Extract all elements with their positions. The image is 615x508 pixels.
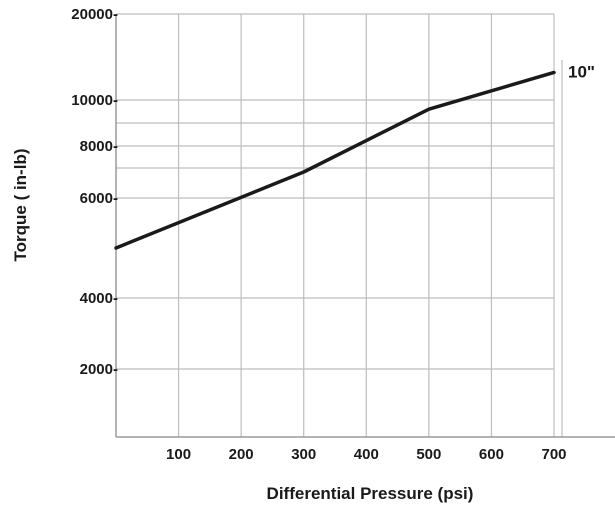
x-tick-labels: 100 200 300 400 500 600 700 bbox=[166, 446, 566, 463]
x-tick-label: 600 bbox=[479, 446, 504, 463]
x-tick-label: 200 bbox=[229, 446, 254, 463]
y-tick-label: 6000- bbox=[80, 190, 118, 207]
x-tick-label: 400 bbox=[354, 446, 379, 463]
y-axis-title: Torque ( in-lb) bbox=[11, 149, 30, 262]
y-tick-label: 10000- bbox=[71, 92, 118, 109]
x-tick-label: 300 bbox=[291, 446, 316, 463]
series-line bbox=[114, 70, 556, 250]
y-tick-label: 20000- bbox=[71, 6, 118, 23]
x-tick-label: 700 bbox=[541, 446, 566, 463]
y-tick-label: 4000- bbox=[80, 290, 118, 307]
series-layer: 10" bbox=[114, 62, 595, 250]
x-tick-label: 100 bbox=[166, 446, 191, 463]
y-tick-label: 2000- bbox=[80, 361, 118, 378]
series-label: 10" bbox=[568, 62, 595, 81]
y-tick-label: 8000- bbox=[80, 138, 118, 155]
x-axis-title: Differential Pressure (psi) bbox=[267, 484, 474, 503]
axes bbox=[115, 14, 615, 438]
grid bbox=[116, 13, 563, 437]
x-tick-label: 500 bbox=[416, 446, 441, 463]
y-tick-labels: 2000- 4000- 6000- 8000- 10000- 20000- bbox=[71, 6, 118, 378]
